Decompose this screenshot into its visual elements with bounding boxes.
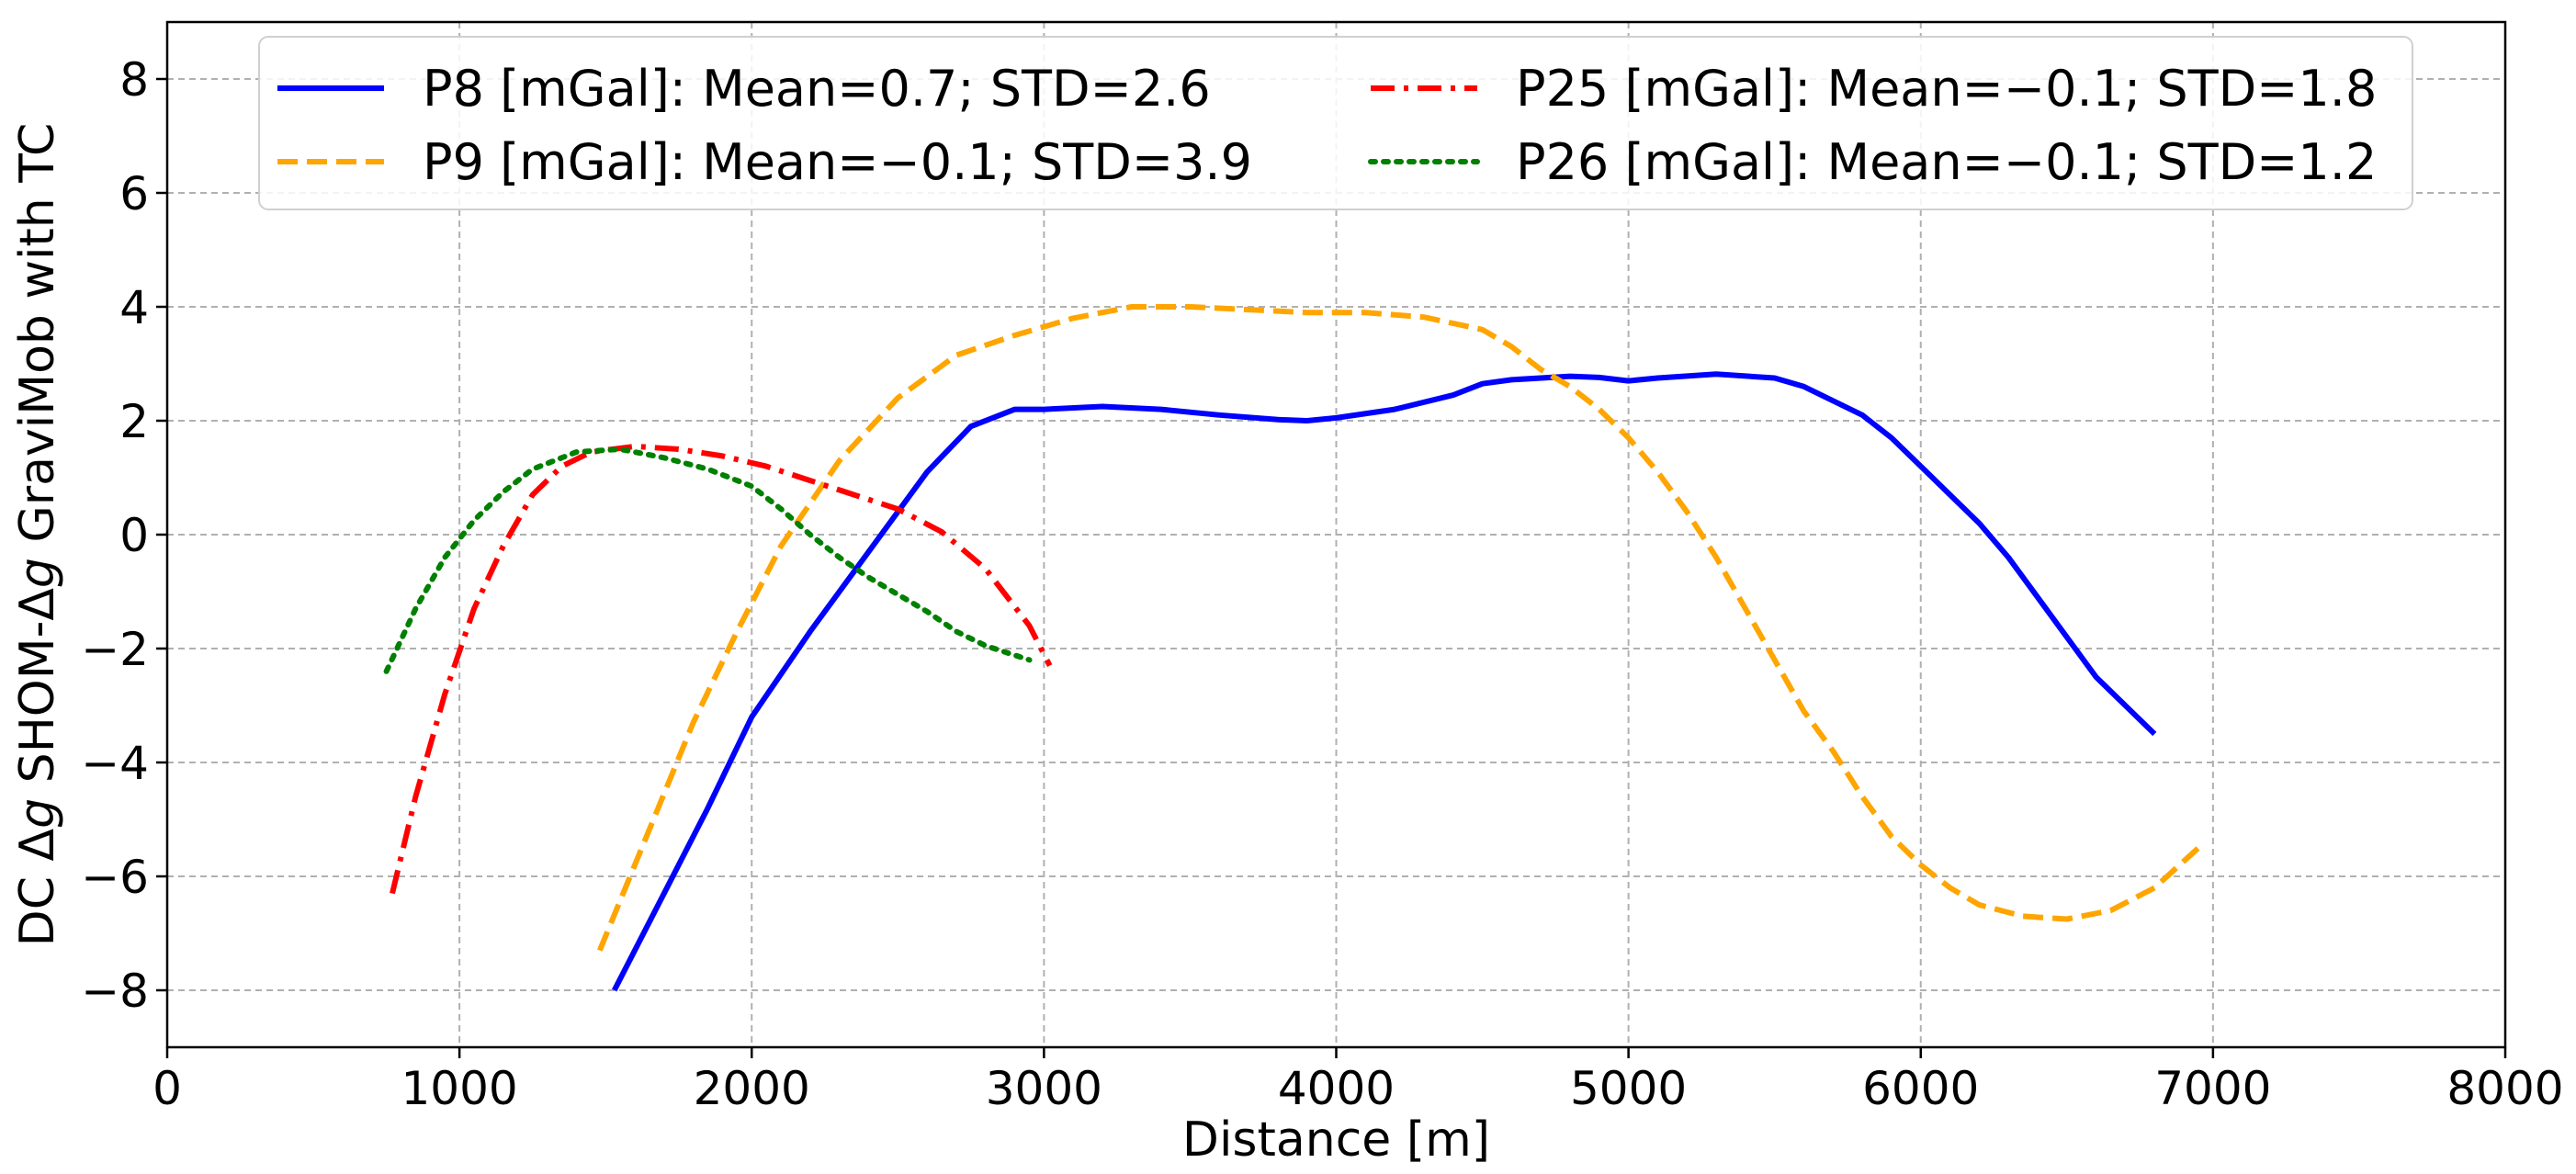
series-line-p26 bbox=[383, 446, 1033, 674]
x-tick-label: 1000 bbox=[401, 1062, 518, 1115]
x-tick-label: 2000 bbox=[694, 1062, 810, 1115]
x-tick-label: 0 bbox=[153, 1062, 182, 1115]
y-axis-label-part: SHOM- bbox=[10, 621, 65, 798]
x-tick-label: 6000 bbox=[1862, 1062, 1979, 1115]
y-axis-label-part: GraviMob with TC bbox=[10, 123, 65, 558]
series-line-p25 bbox=[390, 443, 1053, 895]
legend-label-p25: P25 [mGal]: Mean=−0.1; STD=1.8 bbox=[1516, 60, 2377, 118]
x-tick-label: 4000 bbox=[1278, 1062, 1395, 1115]
y-axis-label-part: g bbox=[10, 558, 65, 588]
x-tick-label: 7000 bbox=[2154, 1062, 2271, 1115]
y-tick-label: −8 bbox=[81, 965, 149, 1018]
y-tick-label: −4 bbox=[81, 737, 149, 790]
series-line-p9 bbox=[597, 304, 2201, 952]
y-tick-label: 4 bbox=[119, 281, 149, 334]
x-tick-label: 5000 bbox=[1570, 1062, 1687, 1115]
y-axis-label-part: g bbox=[10, 798, 65, 829]
y-tick-label: −6 bbox=[81, 851, 149, 904]
axis-ticks: 0 1000 2000 3000 4000 5000 6000 7000 8000 −8 −6 −4 −… bbox=[81, 53, 2563, 1115]
y-tick-label: 6 bbox=[119, 167, 149, 220]
y-axis-label-part: Δ bbox=[10, 828, 65, 861]
x-axis-label: Distance [m] bbox=[1182, 1112, 1490, 1168]
y-tick-label: 2 bbox=[119, 395, 149, 448]
y-tick-label: 8 bbox=[119, 53, 149, 107]
legend-label-p8: P8 [mGal]: Mean=0.7; STD=2.6 bbox=[423, 60, 1211, 118]
x-tick-label: 3000 bbox=[986, 1062, 1102, 1115]
y-tick-label: 0 bbox=[119, 509, 149, 562]
legend-box bbox=[258, 36, 2413, 210]
y-axis-label-part: DC bbox=[10, 861, 65, 946]
y-axis-label-part: Δ bbox=[10, 588, 65, 621]
y-tick-label: −2 bbox=[81, 623, 149, 676]
y-axis-label: DC Δg SHOM-Δg GraviMob with TC bbox=[10, 123, 65, 947]
legend-label-p9: P9 [mGal]: Mean=−0.1; STD=3.9 bbox=[423, 133, 1252, 191]
x-tick-label: 8000 bbox=[2446, 1062, 2563, 1115]
series-line-p8 bbox=[612, 371, 2157, 992]
series-layer bbox=[383, 304, 2201, 992]
legend: P8 [mGal]: Mean=0.7; STD=2.6 P9 [mGal]: M… bbox=[258, 36, 2413, 210]
legend-label-p26: P26 [mGal]: Mean=−0.1; STD=1.2 bbox=[1516, 133, 2377, 191]
